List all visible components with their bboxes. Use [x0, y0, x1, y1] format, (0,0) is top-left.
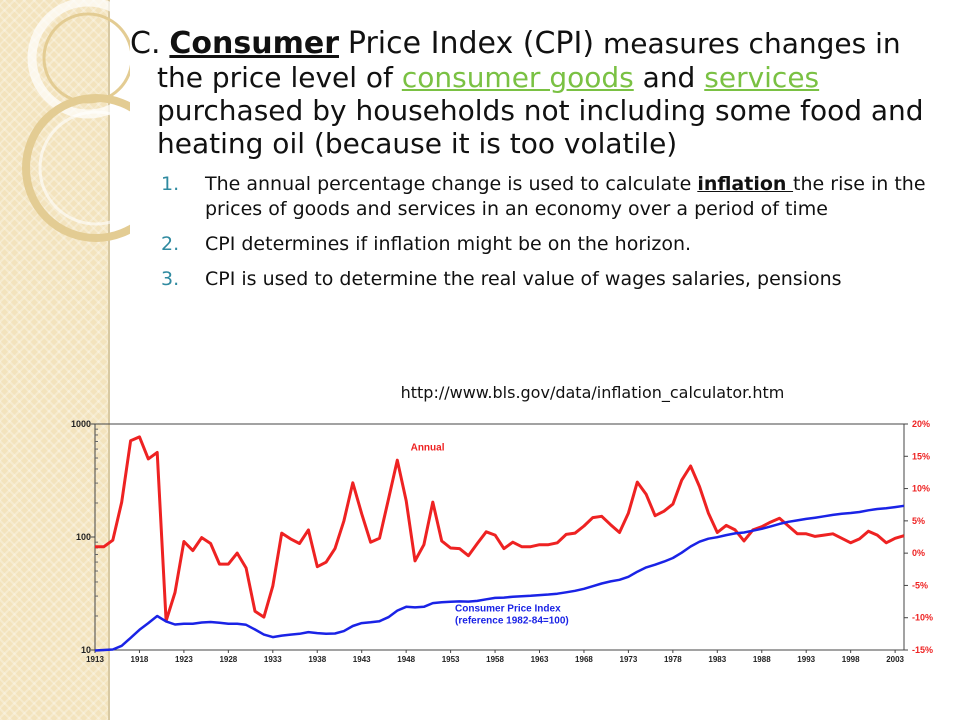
annotation-cpi-reference: (reference 1982-84=100) — [455, 615, 569, 626]
point-text-after: the rise in the prices of goods and serv… — [205, 173, 926, 221]
x-tick-label: 1963 — [531, 655, 549, 664]
slide-heading: C. Consumer Price Index (CPI) measures c… — [130, 26, 950, 160]
heading-marker: C. — [130, 26, 161, 61]
series-line-annual — [95, 435, 905, 623]
x-tick-label: 1943 — [353, 655, 371, 664]
annotation-cpi: Consumer Price Index — [455, 604, 561, 615]
y-right-tick-label: 15% — [912, 451, 930, 461]
x-tick-label: 1938 — [308, 655, 326, 664]
point-number: 3. — [161, 267, 180, 290]
point-text: CPI determines if inflation might be on … — [205, 232, 692, 255]
x-tick-label: 2003 — [886, 655, 904, 664]
point-item: 3. CPI is used to determine the real valu… — [157, 267, 950, 292]
y-left-tick-label: 10 — [81, 645, 91, 655]
annotation-annual: Annual — [411, 443, 445, 454]
x-tick-label: 1928 — [219, 655, 237, 664]
y-right-tick-label: 0% — [912, 548, 925, 558]
point-text: CPI is used to determine the real value … — [205, 267, 842, 290]
y-right-tick-label: -15% — [912, 645, 933, 655]
y-right-tick-label: -5% — [912, 580, 928, 590]
x-tick-label: 1913 — [86, 655, 104, 664]
y-left-tick-label: 100 — [76, 532, 91, 542]
x-tick-label: 1978 — [664, 655, 682, 664]
y-right-tick-label: 20% — [912, 419, 930, 429]
heading-keyword: Consumer — [169, 26, 339, 61]
point-item: 2. CPI determines if inflation might be o… — [157, 232, 950, 257]
y-right-tick-label: 10% — [912, 484, 930, 494]
x-tick-label: 1968 — [575, 655, 593, 664]
x-tick-label: 1998 — [842, 655, 860, 664]
heading-text-1: measures changes in the price level of — [157, 27, 901, 95]
services-link[interactable]: services — [704, 61, 820, 95]
y-right-tick-label: 5% — [912, 516, 925, 526]
point-number: 1. — [161, 173, 180, 196]
x-tick-label: 1953 — [442, 655, 460, 664]
decorative-side-band — [0, 0, 108, 720]
heading-text-2: and — [642, 61, 696, 95]
consumer-goods-link[interactable]: consumer goods — [401, 61, 634, 95]
x-tick-label: 1923 — [175, 655, 193, 664]
x-tick-label: 1918 — [131, 655, 149, 664]
point-emphasis: inflation — [697, 173, 794, 196]
points-list: 1. The annual percentage change is used t… — [130, 172, 950, 291]
y-right-tick-label: -10% — [912, 613, 933, 623]
decorative-rings — [22, 0, 130, 242]
x-tick-label: 1988 — [753, 655, 771, 664]
y-left-tick-label: 1000 — [71, 419, 91, 429]
inflation-calculator-url[interactable]: http://www.bls.gov/data/inflation_calcul… — [400, 383, 785, 402]
heading-title: Price Index (CPI) — [347, 26, 595, 61]
x-tick-label: 1933 — [264, 655, 282, 664]
x-tick-label: 1993 — [797, 655, 815, 664]
point-text: The annual percentage change is used to … — [205, 173, 692, 196]
x-tick-label: 1983 — [708, 655, 726, 664]
heading-text-3: purchased by households not including so… — [157, 94, 924, 161]
cpi-chart: 1000 100 10 20% 15% 10% 5% 0% -5% -10% -15% 1913 191… — [71, 419, 933, 664]
slide-text: C. Consumer Price Index (CPI) measures c… — [130, 26, 950, 301]
point-item: 1. The annual percentage change is used t… — [157, 172, 950, 221]
series-line-consumer-price-index — [94, 504, 905, 652]
x-tick-label: 1958 — [486, 655, 504, 664]
side-divider — [108, 0, 110, 720]
point-number: 2. — [161, 232, 180, 255]
x-tick-label: 1973 — [620, 655, 638, 664]
x-tick-label: 1948 — [397, 655, 415, 664]
